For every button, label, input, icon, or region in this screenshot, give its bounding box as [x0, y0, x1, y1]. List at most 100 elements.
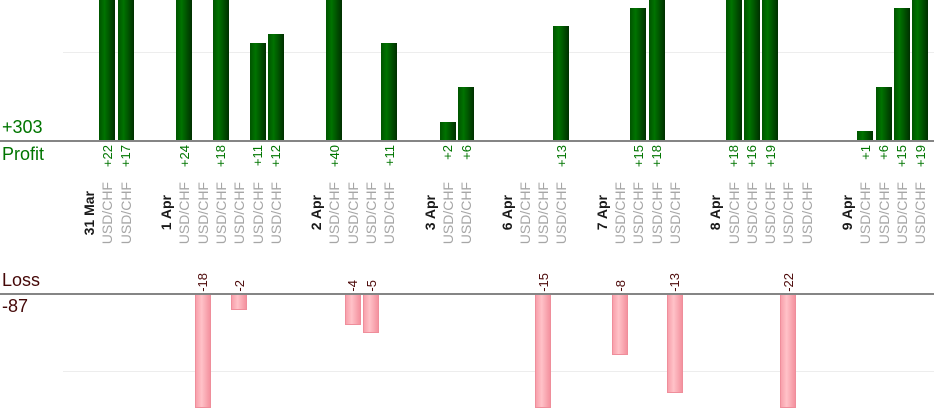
loss-bar — [535, 295, 552, 408]
profit-value-label: +11 — [249, 145, 267, 166]
profit-value-label: +18 — [212, 145, 230, 167]
profit-value-label: +18 — [725, 145, 743, 167]
profit-bar — [857, 131, 874, 140]
profit-bar — [630, 8, 647, 140]
symbol-label: USD/CHF — [629, 179, 647, 247]
profit-bar — [117, 0, 134, 140]
profit-bar — [99, 0, 116, 140]
profit-bar — [912, 0, 929, 140]
profit-value-label-text: +6 — [876, 145, 892, 160]
symbol-label-text: USD/CHF — [381, 181, 398, 245]
profit-value-label: +22 — [98, 145, 116, 167]
loss-value-label-text: -22 — [780, 273, 796, 292]
profit-value-label-text: +19 — [762, 145, 778, 168]
profit-bar — [553, 26, 570, 140]
symbol-label-text: USD/CHF — [893, 181, 910, 245]
symbol-label: USD/CHF — [380, 179, 398, 247]
profit-value-label-text: +15 — [894, 145, 910, 168]
date-label-text: 1 Apr — [158, 195, 175, 231]
profit-value-label-text: +2 — [440, 145, 456, 160]
symbol-label-text: USD/CHF — [99, 181, 116, 245]
symbol-label-text: USD/CHF — [912, 181, 929, 245]
symbol-label-text: USD/CHF — [743, 181, 760, 245]
profit-value-label-text: +22 — [99, 145, 115, 168]
symbol-label: USD/CHF — [725, 179, 743, 247]
symbol-label-text: USD/CHF — [212, 181, 229, 245]
profit-value-label: +19 — [761, 145, 779, 167]
loss-bar — [363, 295, 380, 333]
symbol-label: USD/CHF — [666, 179, 684, 247]
symbol-label-text: USD/CHF — [612, 181, 629, 245]
loss-bar — [780, 295, 797, 408]
profit-value-label-text: +18 — [649, 145, 665, 168]
profit-bar — [762, 0, 779, 140]
profit-value-label-text: +6 — [458, 145, 474, 160]
symbol-label-text: USD/CHF — [630, 181, 647, 245]
symbol-label: USD/CHF — [875, 179, 893, 247]
symbol-label: USD/CHF — [648, 179, 666, 247]
symbol-label: USD/CHF — [249, 179, 267, 247]
date-label-text: 2 Apr — [308, 195, 325, 231]
profit-axis-title: Profit — [2, 144, 45, 164]
profit-value-label-text: +24 — [176, 145, 192, 168]
date-label-text: 7 Apr — [593, 195, 610, 231]
loss-value-label-text: -8 — [612, 280, 628, 292]
profit-value-label: +13 — [552, 145, 570, 167]
profit-value-label-text: +18 — [213, 145, 229, 168]
symbol-label: USD/CHF — [117, 179, 135, 247]
date-label: 3 Apr — [421, 179, 439, 247]
symbol-label: USD/CHF — [325, 179, 343, 247]
profit-bar — [439, 122, 456, 140]
profit-bar — [249, 43, 266, 140]
symbol-label-text: USD/CHF — [666, 181, 683, 245]
symbol-label-text: USD/CHF — [516, 181, 533, 245]
symbol-label: USD/CHF — [194, 179, 212, 247]
date-label: 1 Apr — [157, 179, 175, 247]
date-label: 2 Apr — [307, 179, 325, 247]
profit-bar — [326, 0, 343, 140]
profit-value-label: +6 — [875, 145, 893, 160]
profit-bar — [458, 87, 475, 140]
date-label: 7 Apr — [593, 179, 611, 247]
profit-total-label: +303 — [2, 117, 43, 137]
profit-bar — [267, 34, 284, 140]
loss-value-label-text: -13 — [667, 273, 683, 292]
profit-value-label: +6 — [457, 145, 475, 160]
symbol-label-text: USD/CHF — [725, 181, 742, 245]
profit-value-label-text: +18 — [726, 145, 742, 168]
date-label-text: 6 Apr — [498, 195, 515, 231]
symbol-label-text: USD/CHF — [857, 181, 874, 245]
symbol-label-text: USD/CHF — [344, 181, 361, 245]
loss-value-label-text: -15 — [535, 273, 551, 292]
loss-value-label: -22 — [779, 273, 797, 292]
loss-value-label-text: -5 — [363, 280, 379, 292]
loss-value-label: -15 — [534, 273, 552, 292]
symbol-label: USD/CHF — [212, 179, 230, 247]
symbol-label-text: USD/CHF — [535, 181, 552, 245]
symbol-label: USD/CHF — [761, 179, 779, 247]
symbol-label-text: USD/CHF — [439, 181, 456, 245]
loss-value-label-text: -18 — [195, 273, 211, 292]
loss-value-label-text: -4 — [345, 280, 361, 292]
profit-value-label: +17 — [117, 145, 135, 167]
profit-bar — [875, 87, 892, 140]
profit-value-label-text: +12 — [268, 145, 284, 168]
symbol-label: USD/CHF — [552, 179, 570, 247]
profit-value-label: +2 — [439, 145, 457, 160]
loss-bar — [231, 295, 248, 310]
profit-value-label-text: +15 — [630, 145, 646, 168]
profit-bar — [648, 0, 665, 140]
profit-value-label-text: +13 — [553, 145, 569, 168]
symbol-label-text: USD/CHF — [762, 181, 779, 245]
symbol-label: USD/CHF — [779, 179, 797, 247]
loss-value-label: -4 — [344, 280, 362, 292]
profit-value-label-text: +40 — [326, 145, 342, 168]
profit-value-label: +40 — [325, 145, 343, 167]
symbol-label: USD/CHF — [230, 179, 248, 247]
symbol-label-text: USD/CHF — [194, 181, 211, 245]
symbol-label-text: USD/CHF — [326, 181, 343, 245]
symbol-label: USD/CHF — [798, 179, 816, 247]
date-label: 8 Apr — [706, 179, 724, 247]
date-label: 6 Apr — [498, 179, 516, 247]
